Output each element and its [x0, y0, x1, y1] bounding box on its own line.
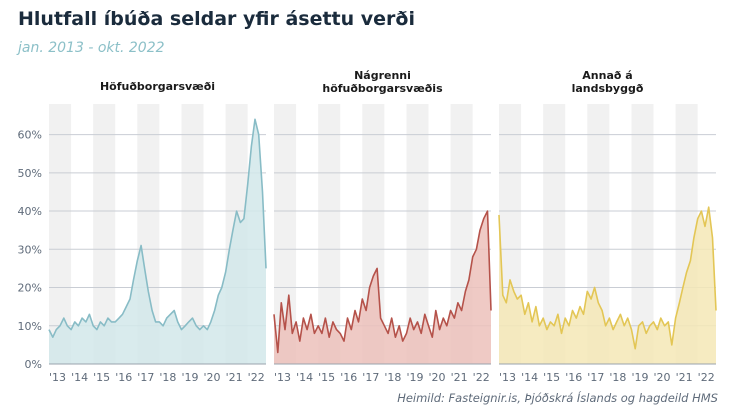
- x-tick-label: '20: [204, 371, 221, 384]
- y-tick-label: 50%: [18, 167, 42, 180]
- x-tick-label: '14: [521, 371, 538, 384]
- x-tick-label: '19: [631, 371, 648, 384]
- panel-title: Annað á: [582, 69, 632, 82]
- x-tick-label: '22: [473, 371, 490, 384]
- panel-title: Höfuðborgarsvæði: [100, 80, 215, 93]
- x-tick-label: '18: [384, 371, 401, 384]
- chart-title: Hlutfall íbúða seldar yfir ásettu verði: [18, 8, 415, 30]
- x-tick-label: '14: [71, 371, 88, 384]
- x-tick-label: '18: [159, 371, 176, 384]
- y-tick-label: 20%: [18, 282, 42, 295]
- x-tick-label: '18: [609, 371, 626, 384]
- x-tick-label: '21: [676, 371, 693, 384]
- x-tick-label: '20: [429, 371, 446, 384]
- x-tick-label: '19: [406, 371, 423, 384]
- y-tick-label: 0%: [25, 358, 42, 371]
- x-tick-label: '17: [362, 371, 379, 384]
- year-band: [318, 104, 341, 364]
- x-tick-label: '17: [587, 371, 604, 384]
- year-band: [49, 104, 72, 364]
- year-band: [274, 104, 297, 364]
- x-tick-label: '13: [499, 371, 516, 384]
- x-tick-label: '22: [248, 371, 265, 384]
- panel-title: höfuðborgarsvæðis: [322, 82, 443, 95]
- x-tick-label: '16: [340, 371, 357, 384]
- x-tick-label: '14: [296, 371, 313, 384]
- x-tick-label: '20: [654, 371, 671, 384]
- series-line: [498, 206, 717, 350]
- x-tick-label: '16: [565, 371, 582, 384]
- source-note: Heimild: Fasteignir.is, Þjóðskrá Íslands…: [397, 391, 718, 405]
- chart-subtitle: jan. 2013 - okt. 2022: [18, 40, 165, 56]
- series-area: [49, 119, 266, 364]
- x-tick-label: '21: [451, 371, 468, 384]
- panel-1: Höfuðborgarsvæði '13 '14 '15 '16 '17 '18 '19 '20…: [48, 80, 267, 384]
- x-tick-label: '21: [226, 371, 243, 384]
- x-tick-label: '17: [137, 371, 154, 384]
- panel-title: Nágrenni: [354, 69, 411, 82]
- x-tick-label: '15: [543, 371, 560, 384]
- year-band: [181, 104, 204, 364]
- series-line: [273, 210, 492, 354]
- series-line: [48, 118, 267, 338]
- year-band: [406, 104, 429, 364]
- year-band: [93, 104, 116, 364]
- x-tick-label: '15: [318, 371, 335, 384]
- series-area: [499, 207, 716, 364]
- x-tick-label: '16: [115, 371, 132, 384]
- y-tick-label: 10%: [18, 320, 42, 333]
- panel-title: landsbyggð: [572, 82, 644, 95]
- x-tick-label: '22: [698, 371, 715, 384]
- y-tick-label: 60%: [18, 129, 42, 142]
- x-tick-label: '19: [181, 371, 198, 384]
- year-band: [631, 104, 654, 364]
- y-tick-label: 40%: [18, 205, 42, 218]
- x-tick-label: '15: [93, 371, 110, 384]
- year-band: [543, 104, 566, 364]
- x-tick-label: '13: [49, 371, 66, 384]
- series-area: [274, 211, 491, 364]
- y-tick-label: 30%: [18, 243, 42, 256]
- x-tick-label: '13: [274, 371, 291, 384]
